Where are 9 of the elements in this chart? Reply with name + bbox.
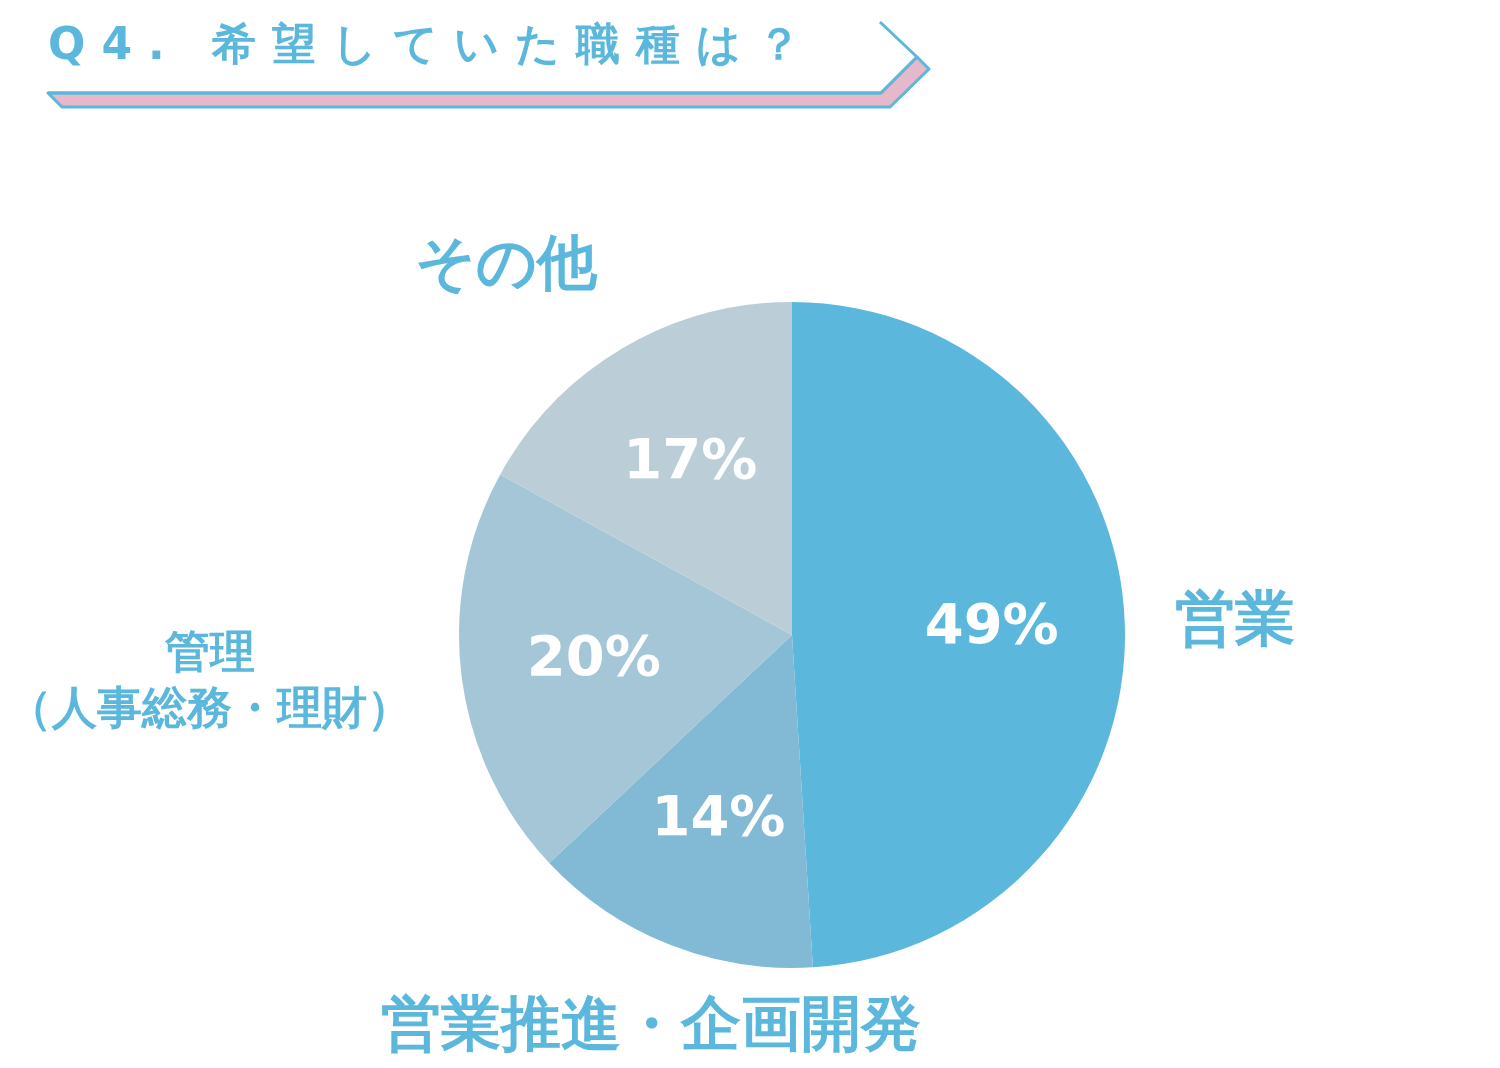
data-label: 14%: [651, 783, 786, 849]
data-label: 17%: [623, 425, 758, 491]
slice-label: 営業: [1174, 582, 1295, 653]
data-label: 49%: [924, 591, 1059, 657]
data-label: 20%: [526, 622, 661, 688]
slice-label: その他: [415, 227, 599, 298]
chart-title: Q4. 希望していた職種は？: [48, 17, 818, 71]
slice-label: 営業推進・企画開発: [381, 988, 922, 1059]
slice-label: 管理（人事総務・理財）: [7, 624, 413, 734]
